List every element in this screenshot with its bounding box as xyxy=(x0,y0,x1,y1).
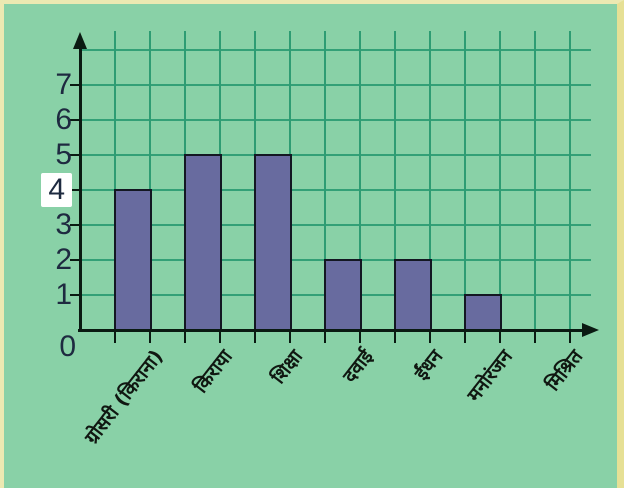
x-axis-arrow xyxy=(582,323,599,337)
x-axis-tick xyxy=(218,330,222,343)
y-axis-tick-label: 4 xyxy=(22,173,72,207)
x-axis-line xyxy=(78,328,584,332)
grid-line-vertical xyxy=(114,31,116,330)
x-axis-tick xyxy=(533,330,537,343)
grid-line-vertical xyxy=(499,31,501,330)
grid-line-vertical xyxy=(429,31,431,330)
grid-line-horizontal xyxy=(80,189,591,191)
grid-line-horizontal xyxy=(80,84,591,86)
bar xyxy=(114,189,152,331)
highlighted-ytick-box: 4 xyxy=(41,173,72,207)
y-axis-origin-label: 0 xyxy=(59,330,76,363)
grid-line-vertical xyxy=(149,31,151,330)
y-axis-tick-label: 5 xyxy=(55,138,72,171)
x-axis-tick xyxy=(568,330,572,343)
x-axis-tick xyxy=(183,330,187,343)
bar xyxy=(464,294,502,331)
grid-line-vertical xyxy=(464,31,466,330)
x-axis-tick xyxy=(288,330,292,343)
grid-line-vertical xyxy=(534,31,536,330)
y-axis-tick xyxy=(70,293,80,297)
y-axis-tick xyxy=(70,83,80,87)
bar xyxy=(394,259,432,331)
y-axis-tick-label: 7 xyxy=(55,68,72,101)
x-axis-category-label: ग्रोसरी (किराना) xyxy=(80,345,168,449)
bar xyxy=(324,259,362,331)
grid-line-horizontal xyxy=(80,224,591,226)
x-axis-category-label: शिक्षा xyxy=(267,345,308,389)
grid-line-horizontal xyxy=(80,154,591,156)
x-axis-tick xyxy=(253,330,257,343)
grid-line-horizontal xyxy=(80,49,591,51)
x-axis-category-label: मिश्रित xyxy=(541,345,588,396)
x-axis-tick xyxy=(428,330,432,343)
y-axis-tick-label: 3 xyxy=(55,208,72,241)
x-axis-tick xyxy=(498,330,502,343)
bar xyxy=(184,154,222,331)
y-axis-tick-label: 1 xyxy=(55,278,72,311)
y-axis-tick xyxy=(70,188,80,192)
grid-line-vertical xyxy=(359,31,361,330)
x-axis-category-label: दवाई xyxy=(338,345,378,387)
x-axis-tick xyxy=(358,330,362,343)
y-axis-tick-label: 2 xyxy=(55,243,72,276)
x-axis-category-label: किराया xyxy=(190,345,238,398)
grid-line-vertical xyxy=(324,31,326,330)
y-axis-arrow xyxy=(73,32,87,49)
grid-line-vertical xyxy=(394,31,396,330)
x-axis-tick xyxy=(113,330,117,343)
y-axis-tick-label: 6 xyxy=(55,103,72,136)
bar xyxy=(254,154,292,331)
x-axis-tick xyxy=(463,330,467,343)
x-axis-tick xyxy=(148,330,152,343)
y-axis-tick xyxy=(70,153,80,157)
grid-line-vertical xyxy=(569,31,571,330)
x-axis-tick xyxy=(393,330,397,343)
y-axis-line xyxy=(78,40,82,332)
x-axis-category-label: मनोरंजन xyxy=(463,345,518,407)
y-axis-tick xyxy=(70,118,80,122)
y-axis-tick xyxy=(70,223,80,227)
x-axis-category-label: ईंधन xyxy=(410,345,448,385)
x-axis-tick xyxy=(323,330,327,343)
grid-line-horizontal xyxy=(80,119,591,121)
y-axis-tick xyxy=(70,258,80,262)
